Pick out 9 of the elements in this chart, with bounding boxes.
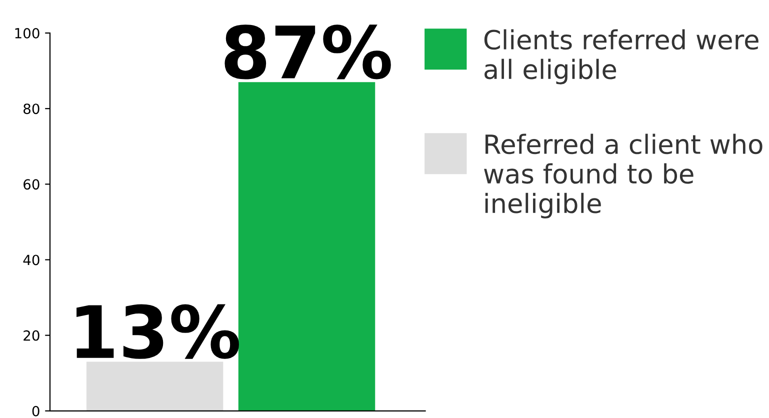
y-tick-label: 100 <box>15 28 40 38</box>
legend-label: Referred a client who was found to be ineligible <box>484 134 762 218</box>
legend-label: Clients referred were all eligible <box>484 29 758 84</box>
y-tick-label: 40 <box>23 254 40 266</box>
y-tick-label: 0 <box>32 406 40 416</box>
y-tick-label: 20 <box>24 330 40 341</box>
data-label: 87% <box>224 24 391 80</box>
y-tick-label: 80 <box>24 104 40 114</box>
y-tick-label: 60 <box>24 179 40 190</box>
